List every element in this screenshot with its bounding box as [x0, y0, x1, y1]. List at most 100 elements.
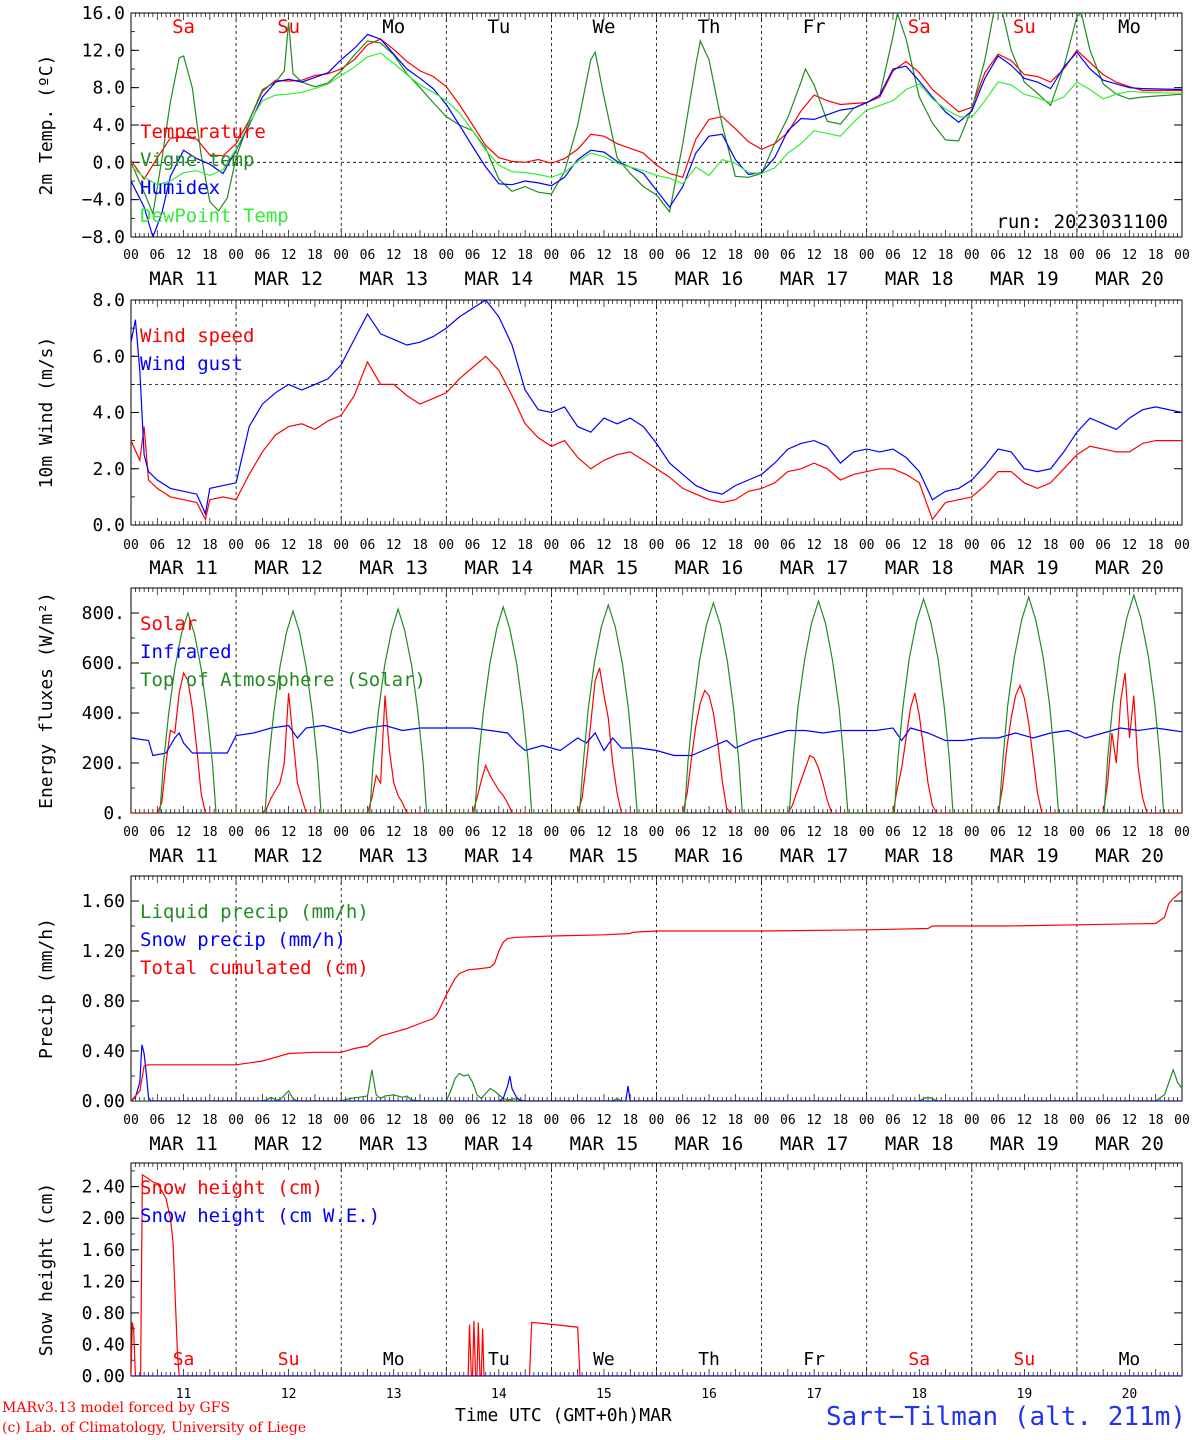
panel-temperature: −8.0 −4.0 0.0 4.0 8.0 12.0 16.0 2m Temp. (ºC) Te… [36, 3, 1190, 290]
hour-label: 12 [1122, 1113, 1138, 1128]
hour-label: 12 [596, 538, 612, 553]
hour-label: 18 [1043, 538, 1059, 553]
hour-label: 00 [123, 825, 139, 840]
date-label: MAR 17 [780, 557, 849, 579]
hour-label: 12 [1122, 248, 1138, 263]
y-tick-label: 1.60 [82, 1240, 125, 1261]
date-label: MAR 18 [885, 557, 954, 579]
hour-label: 12 [806, 1113, 822, 1128]
hour-label: 06 [675, 825, 691, 840]
series-snow-precip-mm-h- [131, 1044, 1182, 1101]
hour-label: 06 [675, 1113, 691, 1128]
hour-label: 06 [675, 538, 691, 553]
hour-label: 00 [964, 538, 980, 553]
weekday-label-top: Fr [803, 16, 826, 38]
y-tick-label: 600. [82, 653, 125, 674]
y-axis-label: Snow height (cm) [36, 1183, 57, 1356]
hour-label: 06 [885, 538, 901, 553]
date-label: MAR 19 [990, 557, 1059, 579]
legend-entry: Wind gust [140, 353, 243, 375]
hour-label: 12 [281, 1113, 297, 1128]
date-label: MAR 20 [1095, 268, 1164, 290]
date-label: MAR 17 [780, 268, 849, 290]
weekday-label-top: Th [698, 16, 721, 38]
run-label: run: 2023031100 [996, 211, 1168, 233]
hour-label: 00 [859, 825, 875, 840]
x-axis-month: MAR [639, 1405, 672, 1426]
series-temperature [131, 38, 1182, 181]
series-liquid-precip-mm-h- [131, 1067, 1182, 1101]
hour-label: 12 [701, 1113, 717, 1128]
hour-label: 18 [307, 1113, 323, 1128]
hour-label: 06 [360, 538, 376, 553]
y-axis-label: 2m Temp. (ºC) [36, 55, 57, 196]
hour-label: 00 [228, 538, 244, 553]
date-label: MAR 15 [570, 268, 639, 290]
hour-label: 12 [386, 248, 402, 263]
date-label: MAR 13 [359, 845, 428, 867]
legend-entry: Liquid precip (mm/h) [140, 901, 369, 923]
weekday-label-bottom: Su [278, 1349, 300, 1370]
hour-label: 18 [833, 825, 849, 840]
hour-label: 18 [938, 1113, 954, 1128]
day-number-label: 17 [806, 1387, 822, 1402]
y-tick-label: 0.00 [82, 1366, 125, 1387]
y-tick-label: 8.0 [92, 78, 125, 99]
weekday-label-top: Mo [1118, 16, 1141, 38]
hour-label: 00 [544, 825, 560, 840]
hour-label: 18 [1148, 825, 1164, 840]
hour-label: 12 [281, 825, 297, 840]
date-label: MAR 17 [780, 845, 849, 867]
hour-label: 18 [412, 248, 428, 263]
hour-label: 06 [149, 538, 165, 553]
hour-label: 00 [964, 1113, 980, 1128]
hour-label: 18 [727, 248, 743, 263]
y-tick-label: 2.0 [92, 459, 125, 480]
hour-label: 00 [964, 248, 980, 263]
hour-label: 12 [911, 825, 927, 840]
weekday-label-bottom: Mo [1119, 1349, 1141, 1370]
panel-energy: 0. 200. 400. 600. 800. Energy fluxes (W/m²) So… [36, 587, 1190, 867]
date-label: MAR 13 [359, 1133, 428, 1155]
weekday-label-top: Su [1013, 16, 1036, 38]
hour-label: 18 [833, 1113, 849, 1128]
hour-label: 12 [491, 248, 507, 263]
hour-label: 00 [544, 538, 560, 553]
date-label: MAR 15 [570, 1133, 639, 1155]
date-label: MAR 11 [149, 268, 218, 290]
hour-label: 18 [202, 538, 218, 553]
hour-label: 18 [517, 1113, 533, 1128]
hour-label: 18 [1148, 248, 1164, 263]
y-tick-label: 1.60 [82, 891, 125, 912]
hour-label: 00 [1069, 538, 1085, 553]
date-label: MAR 16 [675, 268, 744, 290]
hour-label: 00 [333, 825, 349, 840]
hour-label: 12 [491, 538, 507, 553]
hour-label: 18 [833, 248, 849, 263]
y-tick-label: 0.80 [82, 991, 125, 1012]
hour-label: 00 [544, 1113, 560, 1128]
legend-entry: DewPoint Temp [140, 205, 289, 227]
hour-label: 18 [622, 825, 638, 840]
hour-label: 12 [701, 825, 717, 840]
hour-label: 18 [412, 1113, 428, 1128]
date-label: MAR 19 [990, 268, 1059, 290]
date-label: MAR 14 [465, 845, 534, 867]
hour-label: 00 [123, 1113, 139, 1128]
hour-label: 06 [360, 825, 376, 840]
weekday-label-top: Sa [172, 16, 195, 38]
hour-label: 00 [754, 825, 770, 840]
hour-label: 00 [1174, 248, 1190, 263]
hour-label: 00 [438, 825, 454, 840]
y-tick-label: −8.0 [82, 227, 125, 248]
hour-label: 00 [754, 248, 770, 263]
series-dewpoint-temp [131, 52, 1182, 186]
hour-label: 06 [1095, 1113, 1111, 1128]
hour-label: 12 [911, 538, 927, 553]
hour-label: 06 [255, 538, 271, 553]
series-total-cumulated-cm- [131, 890, 1182, 1101]
x-axis-title-text: Time UTC (GMT+0h) [455, 1405, 640, 1426]
y-tick-label: 8.0 [92, 290, 125, 311]
hour-label: 06 [1095, 538, 1111, 553]
series-top-of-atmosphere-solar- [159, 592, 1165, 813]
